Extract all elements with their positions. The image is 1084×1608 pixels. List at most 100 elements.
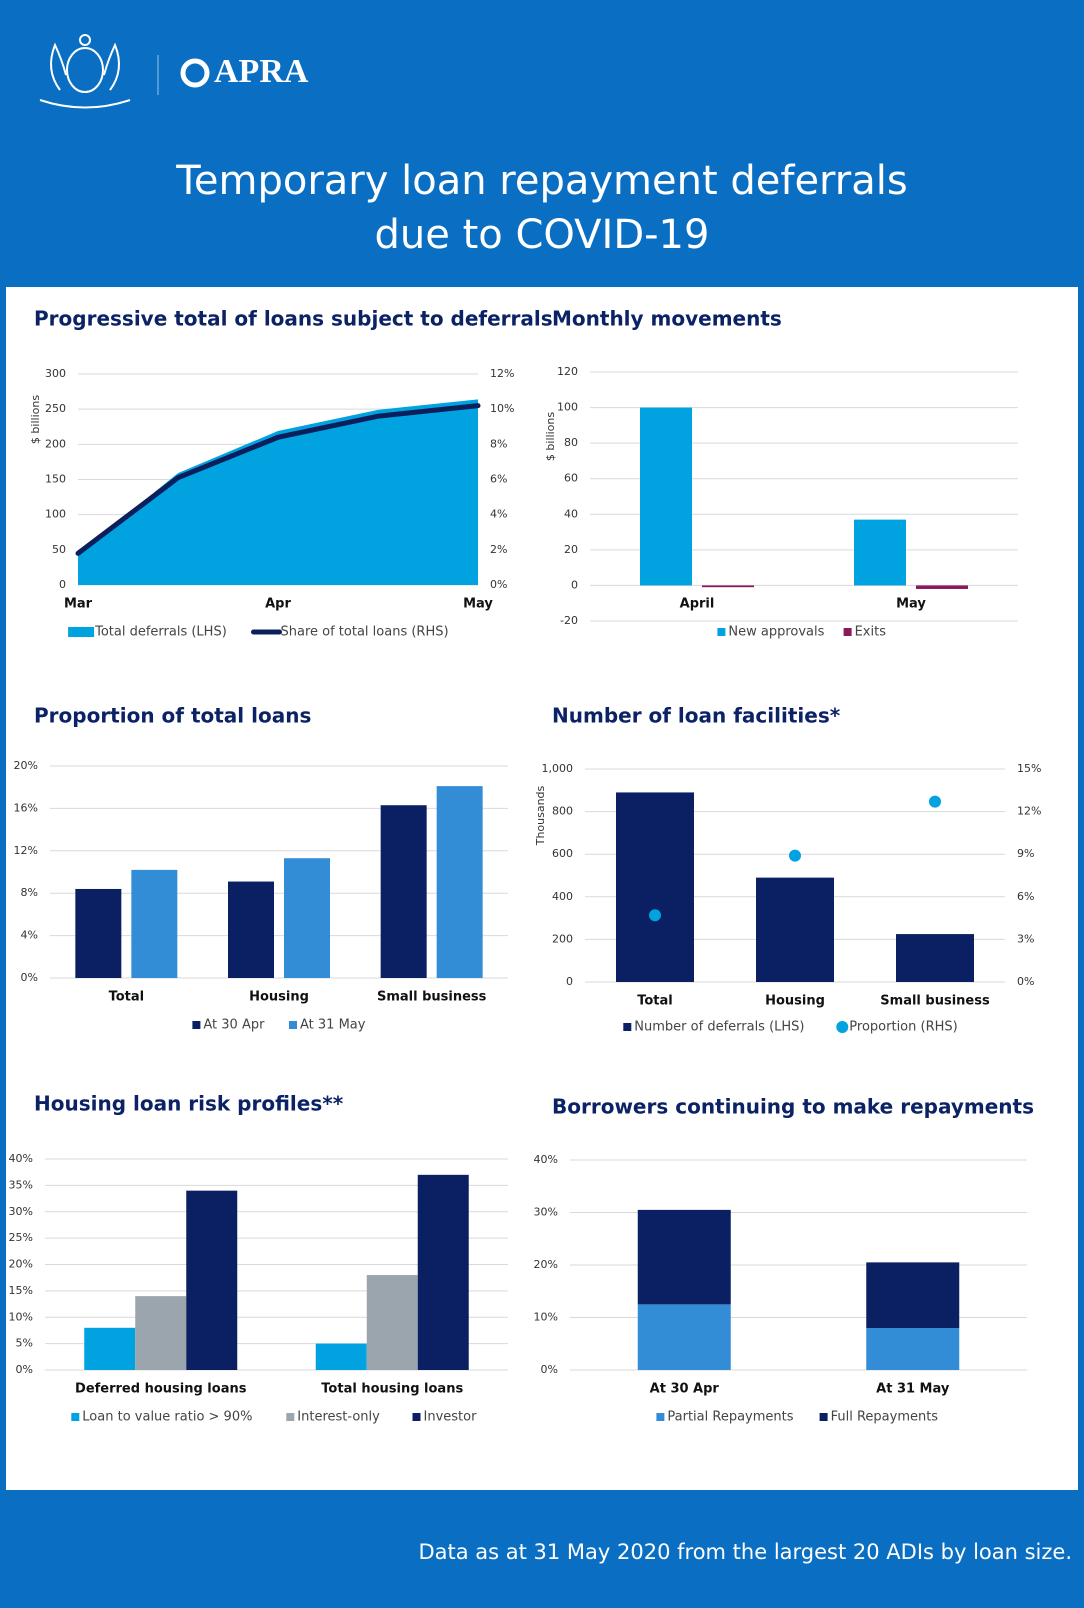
y-tick-label: 200 xyxy=(45,437,66,450)
legend-label: Investor xyxy=(424,1410,478,1425)
legend-swatch xyxy=(819,1413,828,1421)
bar xyxy=(916,585,968,589)
x-tick-label: Apr xyxy=(265,597,291,612)
y-axis-label: Thousands xyxy=(534,785,547,846)
legend-swatch xyxy=(286,1413,295,1421)
y-tick-label: 0% xyxy=(21,971,38,984)
y-tick-label: 12% xyxy=(14,844,38,857)
x-tick-label: Total xyxy=(109,990,145,1005)
bar xyxy=(75,888,122,978)
bar xyxy=(616,792,694,982)
y2-tick-label: 3% xyxy=(1017,932,1034,945)
y-tick-label: 20% xyxy=(534,1258,558,1271)
chart-title: Borrowers continuing to make repayments xyxy=(552,1095,1034,1119)
bar xyxy=(366,1275,418,1370)
y-tick-label: 0% xyxy=(541,1363,558,1376)
y-tick-label: 8% xyxy=(21,886,38,899)
bar xyxy=(756,877,834,982)
y-tick-label: 100 xyxy=(557,401,578,414)
y-axis-label: $ billions xyxy=(544,412,557,461)
legend-swatch xyxy=(71,1413,80,1421)
y2-tick-label: 10% xyxy=(490,402,514,415)
y2-tick-label: 12% xyxy=(1017,805,1041,818)
y2-tick-label: 4% xyxy=(490,508,507,521)
y-tick-label: 250 xyxy=(45,402,66,415)
y2-tick-label: 15% xyxy=(1017,762,1041,775)
y-tick-label: 800 xyxy=(552,805,573,818)
x-tick-label: Housing xyxy=(249,990,309,1005)
y2-tick-label: 9% xyxy=(1017,847,1034,860)
bar-segment xyxy=(637,1304,731,1370)
legend-label: Loan to value ratio > 90% xyxy=(82,1410,252,1425)
x-tick-label: At 30 Apr xyxy=(650,1382,720,1397)
y2-tick-label: 0% xyxy=(490,578,507,591)
y-tick-label: 100 xyxy=(45,508,66,521)
chart-title: Number of loan facilities* xyxy=(552,704,841,728)
chart-title: Housing loan risk profiles** xyxy=(34,1092,344,1116)
bar xyxy=(702,585,754,588)
legend-label: Full Repayments xyxy=(831,1410,939,1425)
bar-segment xyxy=(637,1209,731,1305)
chart-title: Proportion of total loans xyxy=(34,704,311,728)
legend-label: Number of deferrals (LHS) xyxy=(634,1020,804,1035)
legend-label: Interest-only xyxy=(297,1410,380,1425)
y2-tick-label: 6% xyxy=(1017,890,1034,903)
y-tick-label: 25% xyxy=(9,1231,33,1244)
y-tick-label: 0 xyxy=(59,578,66,591)
point xyxy=(789,849,801,862)
y-axis-label: $ billions xyxy=(29,395,42,444)
logo-text: APRA xyxy=(214,53,309,90)
y-tick-label: 150 xyxy=(45,473,66,486)
legend-swatch xyxy=(192,1021,201,1029)
y2-tick-label: 2% xyxy=(490,543,507,556)
bar xyxy=(315,1343,367,1370)
legend-swatch xyxy=(656,1413,665,1421)
footer-note: Data as at 31 May 2020 from the largest … xyxy=(418,1540,1072,1564)
legend-swatch xyxy=(836,1021,849,1033)
bar xyxy=(854,519,906,586)
bar-segment xyxy=(866,1262,960,1328)
x-tick-label: Total xyxy=(637,994,673,1009)
y-tick-label: 16% xyxy=(14,801,38,814)
coat-of-arms xyxy=(39,34,131,109)
bar xyxy=(436,786,483,978)
y-tick-label: 40% xyxy=(9,1152,33,1165)
y-tick-label: 10% xyxy=(534,1311,558,1324)
area xyxy=(78,399,478,585)
legend-label: Proportion (RHS) xyxy=(849,1020,957,1035)
bar xyxy=(186,1190,238,1370)
y-tick-label: 40% xyxy=(534,1153,558,1166)
y-tick-label: 50 xyxy=(52,543,66,556)
x-tick-label: Deferred housing loans xyxy=(75,1382,247,1397)
y2-tick-label: 8% xyxy=(490,437,507,450)
y-tick-label: 0% xyxy=(16,1363,33,1376)
x-tick-label: Small business xyxy=(377,990,487,1005)
legend-swatch xyxy=(623,1023,632,1031)
legend-label: Total deferrals (LHS) xyxy=(94,625,227,640)
x-tick-label: Housing xyxy=(765,994,825,1009)
y-tick-label: 60 xyxy=(564,472,578,485)
bar xyxy=(284,858,330,978)
x-tick-label: Mar xyxy=(64,597,93,612)
page-title: Temporary loan repayment deferrals xyxy=(175,158,907,204)
x-tick-label: May xyxy=(463,597,493,612)
y-tick-label: 5% xyxy=(16,1337,33,1350)
y2-tick-label: 0% xyxy=(1017,975,1034,988)
bar xyxy=(228,881,274,978)
legend-label: Share of total loans (RHS) xyxy=(281,625,449,640)
bar-segment xyxy=(866,1328,960,1370)
y-tick-label: -20 xyxy=(560,614,578,627)
legend-swatch xyxy=(412,1413,421,1421)
y-tick-label: 10% xyxy=(9,1310,33,1323)
point xyxy=(649,909,661,922)
bar xyxy=(84,1327,136,1370)
x-tick-label: May xyxy=(896,597,926,612)
legend-label: Exits xyxy=(855,625,887,640)
legend-label: At 31 May xyxy=(300,1018,366,1033)
bar xyxy=(896,934,974,982)
x-tick-label: Small business xyxy=(880,994,990,1009)
y-tick-label: 30% xyxy=(534,1206,558,1219)
legend-swatch xyxy=(289,1021,297,1029)
y-tick-label: 4% xyxy=(21,929,38,942)
